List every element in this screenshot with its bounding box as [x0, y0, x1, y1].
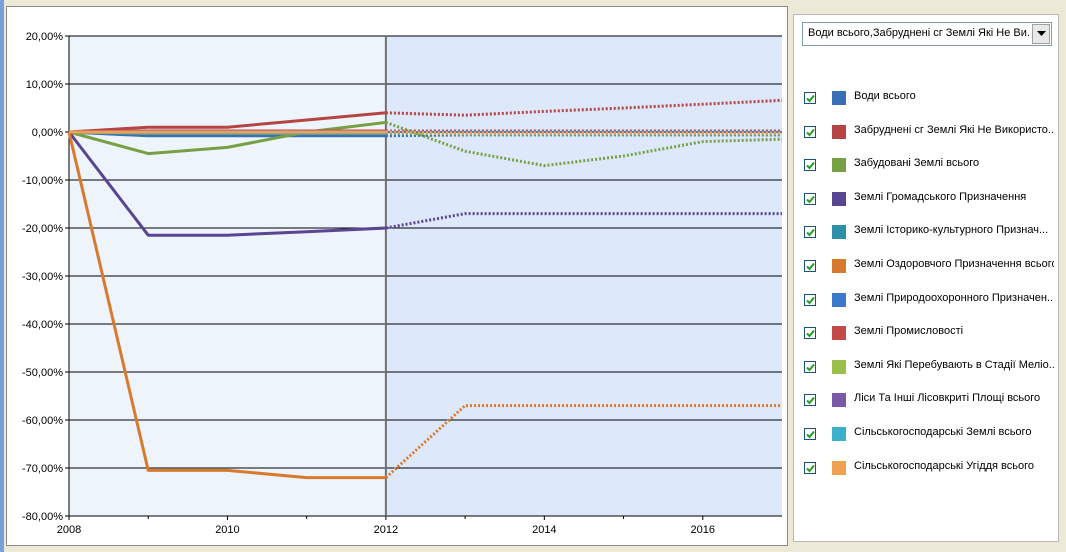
legend-label: Землі Громадського Призначення	[854, 190, 1027, 203]
series-line-1	[68, 111, 387, 134]
legend-label: Сільськогосподарські Угіддя всього	[854, 459, 1034, 472]
y-tick-label: -40,00%	[22, 319, 63, 331]
legend-checkbox[interactable]	[804, 192, 816, 205]
checkmark-icon	[806, 330, 815, 338]
line-chart: 20,00% 10,00% 0,00% -10,00% -20,00% -30,00% -4…	[22, 31, 783, 536]
legend-item[interactable]: Сільськогосподарські Угіддя всього	[804, 459, 1054, 481]
y-tick-label: -20,00%	[22, 223, 63, 235]
series-selector-value: Води всього,Забруднені сг Землі Які Не В…	[808, 27, 1030, 39]
checkmark-icon	[806, 430, 815, 439]
legend-label: Землі Промисловості	[854, 325, 964, 338]
legend-item[interactable]: Землі Природоохоронного Призначен...	[804, 291, 1054, 313]
y-tick-label: -10,00%	[22, 175, 63, 187]
y-tick-label: 10,00%	[26, 79, 64, 91]
y-tick-label: 20,00%	[26, 31, 64, 43]
legend-label: Ліси Та Інші Лісовкриті Площі всього	[854, 392, 1041, 405]
legend-item[interactable]: Землі Які Перебувають в Стадії Меліо...	[804, 358, 1054, 380]
legend-swatch	[832, 393, 846, 408]
checkmark-icon	[806, 464, 815, 473]
legend-item[interactable]: Землі Історико-культурного Признач...	[804, 223, 1054, 245]
series-line-3	[67, 131, 386, 237]
legend-checkbox[interactable]	[804, 92, 816, 104]
x-tick-label: 2014	[532, 524, 556, 536]
legend-swatch	[832, 326, 846, 341]
legend-item[interactable]: Забудовані Землі всього	[804, 156, 1054, 178]
legend-checkbox[interactable]	[804, 125, 816, 138]
legend-swatch	[832, 259, 846, 273]
series-line-0	[68, 130, 386, 138]
series-forecast-line-2	[385, 120, 783, 168]
legend-swatch	[832, 292, 846, 307]
x-tick-label: 2012	[374, 524, 398, 536]
legend-checkbox[interactable]	[804, 159, 816, 172]
chart-panel: 20,00% 10,00% 0,00% -10,00% -20,00% -30,00% -4…	[6, 6, 788, 546]
legend-item[interactable]: Води всього	[804, 89, 1054, 111]
y-tick-label: -60,00%	[22, 415, 63, 427]
checkmark-icon	[806, 296, 815, 305]
x-tick-label: 2010	[215, 524, 239, 536]
x-tick-label: 2016	[691, 524, 715, 536]
legend-swatch	[832, 460, 846, 475]
legend-label: Забудовані Землі всього	[854, 157, 980, 170]
legend-checkbox[interactable]	[804, 226, 816, 239]
dropdown-button[interactable]	[1032, 24, 1050, 44]
legend-swatch	[832, 191, 846, 206]
series-line-5	[67, 131, 386, 480]
legend-item[interactable]: Забруднені сг Землі Які Не Використо...	[804, 123, 1054, 145]
checkmark-icon	[806, 262, 815, 271]
series-line-2	[68, 120, 387, 156]
legend-label: Землі Історико-культурного Признач...	[854, 224, 1049, 237]
window-edge	[0, 0, 4, 552]
x-tick-label: 2008	[57, 524, 81, 536]
y-tick-label: -80,00%	[22, 511, 63, 523]
checkmark-icon	[806, 195, 815, 204]
legend-checkbox[interactable]	[804, 260, 816, 272]
legend-item[interactable]: Землі Промисловості	[804, 324, 1054, 346]
legend-checkbox[interactable]	[804, 327, 816, 340]
legend-checkbox[interactable]	[804, 360, 816, 373]
y-tick-label: -70,00%	[22, 463, 63, 475]
legend-swatch	[832, 225, 846, 240]
legend-label: Води всього	[854, 90, 916, 102]
checkmark-icon	[806, 162, 815, 170]
legend-label: Сільськогосподарські Землі всього	[854, 426, 1032, 438]
legend-item[interactable]: Землі Оздоровчого Призначення всього	[804, 257, 1054, 279]
checkmark-icon	[806, 363, 815, 372]
legend-panel: Води всього,Забруднені сг Землі Які Не В…	[793, 14, 1059, 542]
legend-label: Землі Які Перебувають в Стадії Меліо...	[854, 358, 1054, 371]
legend-item[interactable]: Сільськогосподарські Землі всього	[804, 425, 1054, 447]
y-tick-label: -50,00%	[22, 367, 63, 379]
legend-checkbox[interactable]	[804, 293, 816, 306]
legend-label: Землі Оздоровчого Призначення всього	[854, 258, 1054, 270]
chevron-down-icon	[1037, 31, 1046, 36]
legend-checkbox[interactable]	[804, 428, 816, 440]
checkmark-icon	[806, 94, 815, 103]
legend-label: Забруднені сг Землі Які Не Використо...	[854, 123, 1054, 136]
series-selector[interactable]: Води всього,Забруднені сг Землі Які Не В…	[802, 22, 1052, 46]
series-forecast-line-5	[384, 404, 782, 479]
legend-swatch	[832, 91, 846, 105]
legend-checkbox[interactable]	[804, 461, 816, 474]
legend-swatch	[832, 427, 846, 441]
y-tick-label: -30,00%	[22, 271, 63, 283]
checkmark-icon	[806, 229, 815, 237]
legend-label: Землі Природоохоронного Призначен...	[854, 291, 1054, 304]
y-tick-label: 0,00%	[32, 127, 63, 139]
legend-swatch	[832, 124, 846, 139]
legend-item[interactable]: Землі Громадського Призначення	[804, 190, 1054, 212]
checkmark-icon	[806, 128, 815, 137]
legend-swatch	[832, 158, 846, 173]
checkmark-icon	[806, 397, 815, 405]
legend-checkbox[interactable]	[804, 394, 816, 407]
legend-item[interactable]: Ліси Та Інші Лісовкриті Площі всього	[804, 391, 1054, 413]
legend-swatch	[832, 359, 846, 374]
